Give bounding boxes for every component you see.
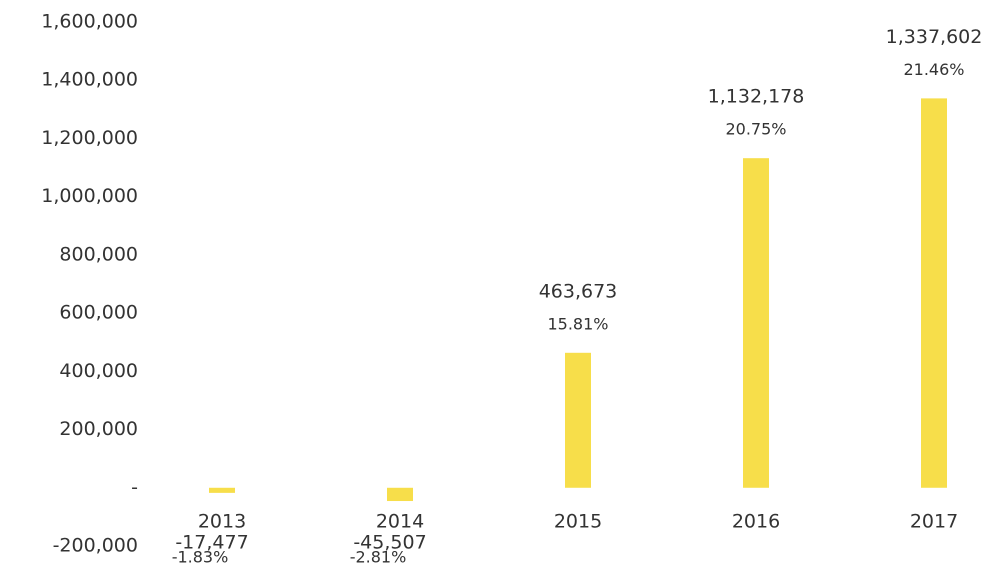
value-label: 1,337,602 [886,26,983,48]
value-label: 463,673 [539,280,618,302]
bar [209,487,235,493]
value-label: 1,132,178 [708,86,805,108]
y-tick-label: 800,000 [59,243,138,265]
percent-label: -1.83% [172,547,229,566]
y-tick-label: 1,200,000 [41,127,138,149]
y-tick-label: 1,000,000 [41,185,138,207]
value-label: -45,507 [353,531,426,553]
x-tick-label: 2017 [910,510,958,532]
x-tick-label: 2014 [376,510,424,532]
y-tick-label: -200,000 [53,535,138,557]
bar [743,158,769,488]
y-tick-label: 600,000 [59,302,138,324]
percent-label: 15.81% [547,314,608,333]
y-tick-label: 1,400,000 [41,69,138,91]
y-tick-label: 1,600,000 [41,11,138,33]
bar [565,352,591,488]
x-tick-label: 2015 [554,510,602,532]
percent-label: 20.75% [725,120,786,139]
percent-label: 21.46% [903,60,964,79]
bar [387,487,413,502]
percent-label: -2.81% [350,547,407,566]
x-tick-label: 2013 [198,510,246,532]
bar [921,98,947,488]
y-tick-label: - [131,476,138,498]
value-label: -17,477 [175,531,248,553]
y-tick-label: 200,000 [59,418,138,440]
y-tick-label: 400,000 [59,360,138,382]
x-tick-label: 2016 [732,510,780,532]
